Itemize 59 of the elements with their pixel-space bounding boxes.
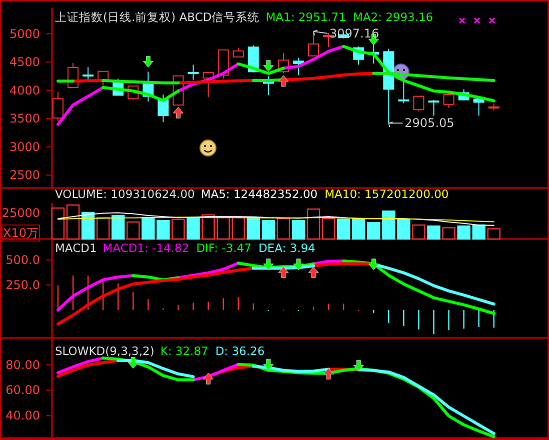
- point: [172, 106, 184, 118]
- y-tick-label: 4000: [9, 83, 40, 98]
- point: [353, 360, 364, 372]
- y-tick-label: 40.00: [6, 408, 40, 423]
- y-tick-label: 80.00: [6, 358, 40, 372]
- point: [278, 75, 289, 87]
- chart-title: VOLUME: 109310624.00: [55, 187, 195, 201]
- point: [203, 372, 214, 384]
- bar: [246, 216, 260, 240]
- annotation: 2905.05: [404, 116, 454, 130]
- text: SLOWKD(9,3,3,2): [55, 344, 154, 358]
- chart-title: 上证指数(日线.前复权) ABCD信号系统: [55, 10, 260, 24]
- point: [128, 357, 138, 369]
- bar: [112, 214, 125, 240]
- point: [263, 358, 274, 370]
- bar: [306, 208, 320, 240]
- annotation: 3097.16: [330, 26, 380, 40]
- y-axis-title: X10万: [3, 226, 38, 240]
- bar: [81, 212, 95, 240]
- point: [263, 60, 274, 72]
- y-tick-label: 5000: [9, 26, 40, 41]
- bar: [126, 221, 140, 240]
- series-label: D: 36.26: [215, 344, 265, 358]
- y-tick-label: 3500: [9, 112, 40, 126]
- text: 25000: [2, 206, 40, 220]
- bar: [427, 225, 440, 240]
- bar: [442, 227, 456, 240]
- bar: [96, 216, 110, 240]
- bar: [276, 218, 290, 240]
- y-tick-label: 2500: [9, 168, 40, 182]
- bar: [352, 218, 366, 240]
- series-label: DEA: 3.94: [258, 241, 316, 255]
- series-label: DIF: -3.47: [196, 241, 252, 255]
- bar: [367, 222, 380, 240]
- point: [323, 368, 334, 380]
- point: [142, 56, 154, 68]
- series-label: MA5: 124482352.00: [200, 187, 318, 201]
- y-tick-label: 4500: [9, 55, 40, 70]
- bar: [232, 216, 245, 240]
- y-tick-label: 500.0: [6, 253, 40, 267]
- series-label: K: 32.87: [160, 344, 208, 358]
- chart-title: MACD1: [55, 241, 97, 255]
- y-tick-label: 60.00: [6, 383, 40, 398]
- bar: [322, 218, 336, 240]
- y-tick-label: 3000: [9, 140, 40, 154]
- y-tick-label: 250.0: [6, 278, 40, 292]
- bar: [51, 207, 65, 240]
- bar: [262, 220, 276, 240]
- bar: [412, 224, 426, 240]
- bar: [66, 204, 80, 240]
- bar: [292, 220, 306, 240]
- bar: [172, 218, 185, 240]
- bar: [336, 218, 350, 240]
- text: MA2: 2993.16: [352, 10, 434, 24]
- series-label: MA10: 157201200.00: [324, 187, 449, 201]
- series-label: MA1: 2951.71: [266, 10, 346, 24]
- series-label: MACD1: -14.82: [102, 241, 190, 255]
- bar: [186, 216, 200, 240]
- bar: [487, 228, 500, 240]
